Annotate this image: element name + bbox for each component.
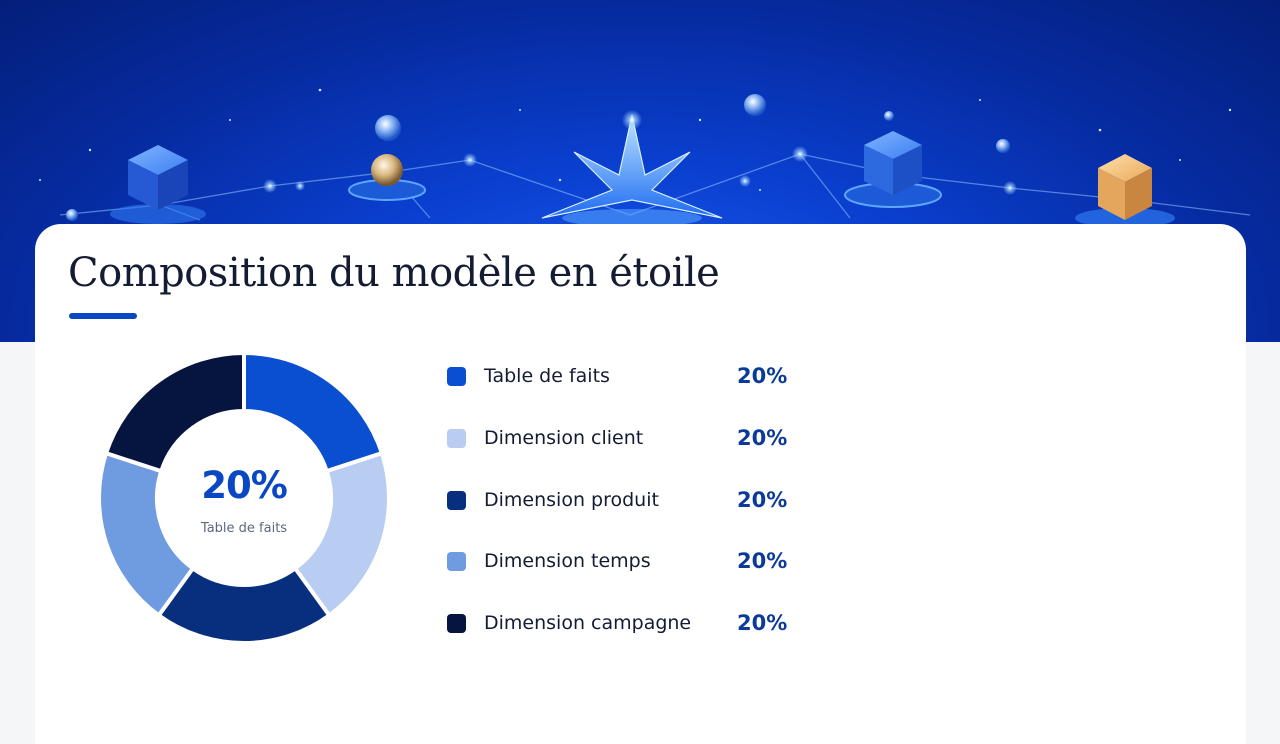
legend-value: 20% (737, 549, 788, 573)
title-underline (69, 313, 137, 319)
legend-item: Dimension temps 20% (447, 547, 807, 577)
legend-item: Dimension campagne 20% (447, 609, 807, 639)
legend-item: Dimension produit 20% (447, 486, 807, 516)
content-card: Composition du modèle en étoile 20% Tabl… (35, 224, 1246, 744)
donut-slice-5 (104, 351, 246, 474)
legend-label: Dimension campagne (484, 612, 692, 634)
donut-chart (97, 351, 391, 645)
legend-label: Dimension produit (484, 489, 659, 511)
legend-value: 20% (737, 488, 788, 512)
legend-label: Table de faits (484, 365, 610, 387)
legend-value: 20% (737, 611, 788, 635)
legend-swatch (447, 367, 466, 386)
legend-label: Dimension temps (484, 550, 651, 572)
banner-illustration (39, 88, 1251, 228)
donut-slice-1 (242, 351, 384, 474)
legend-label: Dimension client (484, 427, 644, 449)
legend-swatch (447, 614, 466, 633)
legend-swatch (447, 552, 466, 571)
legend-value: 20% (737, 426, 788, 450)
slide-title: Composition du modèle en étoile (68, 250, 720, 296)
legend-swatch (447, 491, 466, 510)
legend-value: 20% (737, 364, 788, 388)
legend-item: Dimension client 20% (447, 424, 807, 454)
legend-swatch (447, 429, 466, 448)
donut-center-value: 20% (201, 464, 288, 507)
legend-item: Table de faits 20% (447, 362, 807, 392)
donut-center-label: Table de faits (200, 521, 288, 536)
